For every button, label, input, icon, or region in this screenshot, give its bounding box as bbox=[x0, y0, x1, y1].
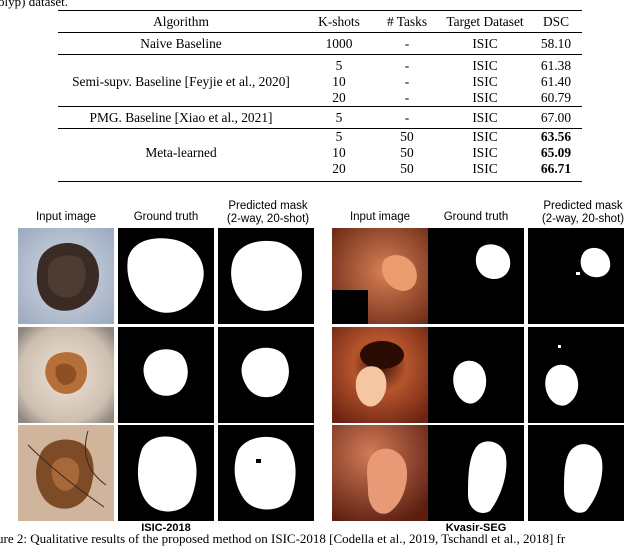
isic-input-image-1 bbox=[18, 228, 114, 324]
kvasir-predicted-mask-1 bbox=[528, 228, 624, 324]
dsc-cell: 63.56 65.09 66.71 bbox=[540, 129, 572, 176]
isic-predicted-mask-3 bbox=[218, 425, 314, 521]
tasks-cell: 50 50 50 bbox=[400, 129, 414, 176]
kvasir-predicted-mask-3 bbox=[528, 425, 624, 521]
kvasir-ground-truth-1 bbox=[428, 228, 524, 324]
k-shots-cell: 5 bbox=[335, 110, 343, 125]
header-target-dataset: Target Dataset bbox=[446, 14, 524, 29]
target-cell: ISIC ISIC ISIC bbox=[472, 129, 498, 176]
table-row: Semi-supv. Baseline [Feyjie et al., 2020… bbox=[58, 54, 582, 107]
isic-predicted-mask-1 bbox=[218, 228, 314, 324]
label-ground-truth-isic: Ground truth bbox=[133, 211, 199, 223]
target-cell: ISIC bbox=[472, 110, 498, 125]
label-predicted-mask-isic: Predicted mask (2-way, 20-shot) bbox=[226, 200, 310, 225]
dsc-cell: 58.10 bbox=[540, 36, 572, 51]
isic-input-image-2 bbox=[18, 327, 114, 423]
results-table: Algorithm K-shots # Tasks Target Dataset… bbox=[58, 10, 582, 182]
header-dsc: DSC bbox=[542, 14, 570, 29]
target-cell: ISIC bbox=[472, 36, 498, 51]
kvasir-ground-truth-3 bbox=[428, 425, 524, 521]
isic-predicted-mask-2 bbox=[218, 327, 314, 423]
k-shots-cell: 5 10 20 bbox=[332, 58, 346, 105]
algorithm-name: PMG. Baseline [Xiao et al., 2021] bbox=[89, 110, 273, 125]
kvasir-input-image-1 bbox=[332, 228, 428, 324]
isic-ground-truth-1 bbox=[118, 228, 214, 324]
header-algorithm: Algorithm bbox=[153, 14, 209, 29]
isic-ground-truth-3 bbox=[118, 425, 214, 521]
kvasir-input-image-3 bbox=[332, 425, 428, 521]
dataset-label-kvasir: Kvasir-SEG bbox=[445, 522, 507, 534]
isic-input-image-3 bbox=[18, 425, 114, 521]
dataset-label-isic: ISIC-2018 bbox=[141, 522, 191, 534]
table-header-row: Algorithm K-shots # Tasks Target Dataset… bbox=[58, 10, 582, 33]
isic-ground-truth-2 bbox=[118, 327, 214, 423]
dsc-cell: 61.38 61.40 60.79 bbox=[540, 58, 572, 105]
label-ground-truth-kvasir: Ground truth bbox=[443, 211, 509, 223]
tasks-cell: - bbox=[404, 110, 410, 125]
kvasir-ground-truth-2 bbox=[428, 327, 524, 423]
tasks-cell: --- bbox=[404, 58, 410, 105]
k-shots-cell: 1000 bbox=[325, 36, 353, 51]
target-cell: ISIC ISIC ISIC bbox=[472, 58, 498, 105]
label-input-image-kvasir: Input image bbox=[349, 211, 411, 223]
tasks-cell: - bbox=[404, 36, 410, 51]
algorithm-name: Naive Baseline bbox=[140, 36, 222, 51]
table-row: Meta-learned 5 10 20 50 50 50 ISIC ISIC ISIC 6… bbox=[58, 128, 582, 182]
top-text-fragment: olyp) dataset. bbox=[0, 0, 69, 9]
figure-caption: ure 2: Qualitative results of the propos… bbox=[0, 531, 566, 546]
header-tasks: # Tasks bbox=[386, 14, 428, 29]
table-row: Naive Baseline 1000 - ISIC 58.10 bbox=[58, 32, 582, 55]
table-row: PMG. Baseline [Xiao et al., 2021] 5 - IS… bbox=[58, 106, 582, 129]
header-k-shots: K-shots bbox=[318, 14, 360, 29]
dsc-cell: 67.00 bbox=[540, 110, 572, 125]
label-input-image-isic: Input image bbox=[35, 211, 97, 223]
algorithm-name: Meta-learned bbox=[145, 145, 217, 160]
kvasir-input-image-2 bbox=[332, 327, 428, 423]
label-predicted-mask-kvasir: Predicted mask (2-way, 20-shot) bbox=[541, 200, 625, 225]
kvasir-predicted-mask-2 bbox=[528, 327, 624, 423]
algorithm-name: Semi-supv. Baseline [Feyjie et al., 2020… bbox=[72, 74, 290, 89]
k-shots-cell: 5 10 20 bbox=[332, 129, 346, 176]
